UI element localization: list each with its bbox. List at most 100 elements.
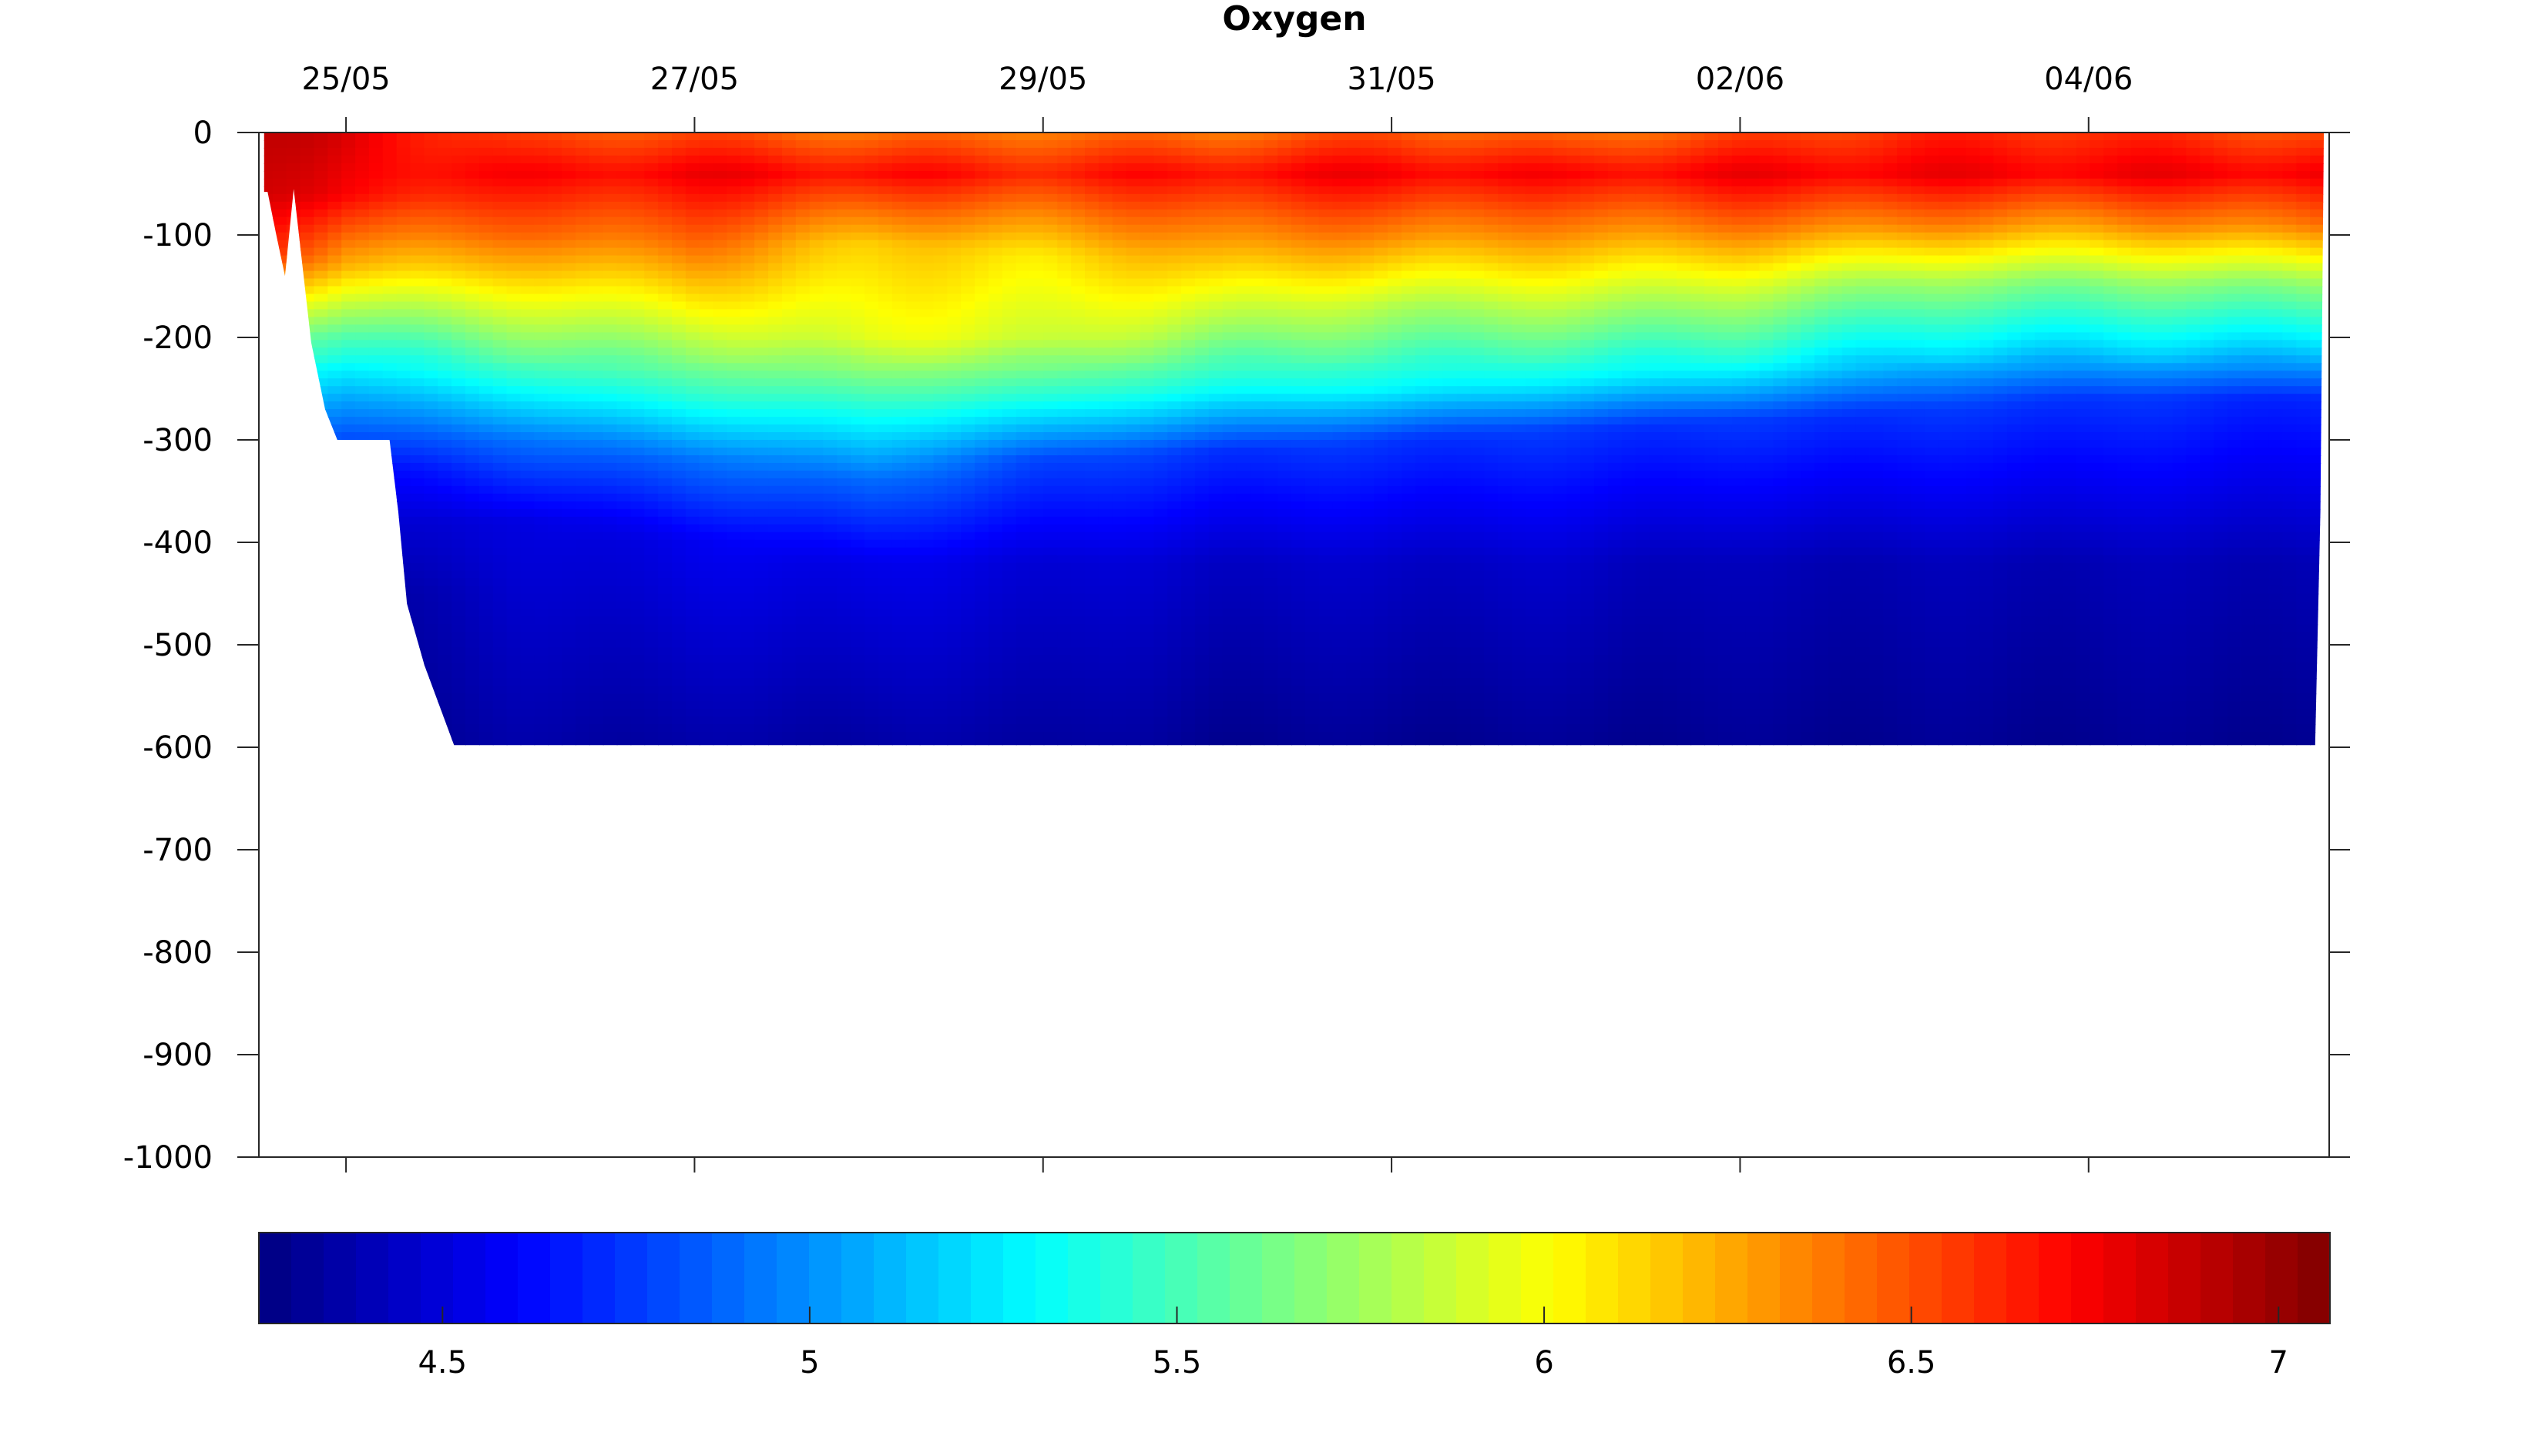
heatmap-cell: [905, 693, 921, 703]
heatmap-cell: [782, 655, 797, 664]
heatmap-cell: [1043, 508, 1059, 518]
heatmap-cell: [1071, 440, 1086, 448]
heatmap-cell: [961, 693, 976, 703]
heatmap-cell: [658, 678, 673, 687]
heatmap-cell: [1098, 347, 1113, 357]
heatmap-cell: [314, 309, 329, 318]
heatmap-cell: [300, 678, 315, 687]
heatmap-cell: [410, 501, 425, 510]
heatmap-cell: [947, 709, 962, 718]
heatmap-cell: [396, 508, 411, 518]
heatmap-cell: [878, 301, 893, 310]
heatmap-cell: [548, 332, 563, 341]
heatmap-cell: [286, 740, 301, 746]
heatmap-cell: [782, 716, 797, 726]
heatmap-cell: [809, 263, 824, 272]
heatmap-cell: [368, 193, 384, 203]
heatmap-cell: [616, 440, 632, 448]
heatmap-cell: [1057, 247, 1073, 257]
heatmap-cell: [1057, 347, 1073, 357]
heatmap-cell: [1098, 532, 1113, 541]
heatmap-cell: [300, 478, 315, 487]
heatmap-cell: [368, 278, 384, 287]
heatmap-cell: [809, 493, 824, 502]
heatmap-cell: [575, 147, 590, 156]
heatmap-cell: [837, 186, 852, 195]
heatmap-cell: [534, 401, 549, 411]
heatmap-cell: [851, 724, 866, 733]
heatmap-cell: [878, 524, 893, 533]
heatmap-cell: [891, 340, 907, 349]
heatmap-cell: [740, 216, 756, 226]
heatmap-cell: [699, 624, 714, 633]
heatmap-cell: [768, 378, 783, 387]
heatmap-cell: [1029, 508, 1045, 518]
heatmap-cell: [465, 216, 480, 226]
heatmap-cell: [809, 539, 824, 549]
heatmap-cell: [919, 317, 935, 326]
heatmap-cell: [740, 240, 756, 249]
heatmap-cell: [478, 255, 494, 264]
heatmap-cell: [961, 324, 976, 334]
heatmap-cell: [327, 609, 343, 618]
heatmap-cell: [589, 178, 604, 187]
heatmap-cell: [933, 409, 948, 418]
heatmap-cell: [1085, 386, 1099, 395]
heatmap-cell: [713, 209, 728, 218]
heatmap-cell: [1002, 133, 1017, 141]
heatmap-cell: [1098, 693, 1113, 703]
heatmap-cell: [341, 686, 357, 695]
heatmap-cell: [782, 401, 797, 411]
heatmap-cell: [823, 178, 838, 187]
heatmap-cell: [713, 440, 728, 448]
heatmap-cell: [1112, 317, 1127, 326]
heatmap-cell: [754, 740, 770, 746]
heatmap-cell: [264, 616, 274, 626]
heatmap-cell: [300, 193, 315, 203]
heatmap-cell: [272, 240, 287, 249]
heatmap-cell: [327, 624, 343, 633]
heatmap-cell: [327, 701, 343, 710]
heatmap-cell: [905, 263, 921, 272]
heatmap-cell: [410, 140, 425, 149]
heatmap-cell: [1057, 278, 1073, 287]
heatmap-cell: [795, 155, 811, 164]
heatmap-cell: [740, 324, 756, 334]
heatmap-cell: [699, 155, 714, 164]
heatmap-cell: [465, 555, 480, 564]
heatmap-cell: [919, 655, 935, 664]
heatmap-cell: [658, 278, 673, 287]
heatmap-cell: [355, 686, 370, 695]
heatmap-cell: [300, 140, 315, 149]
heatmap-cell: [837, 455, 852, 464]
heatmap-cell: [919, 401, 935, 411]
heatmap-cell: [465, 485, 480, 495]
heatmap-cell: [1043, 424, 1059, 433]
heatmap-cell: [300, 224, 315, 233]
heatmap-cell: [589, 562, 604, 572]
heatmap-cell: [534, 324, 549, 334]
heatmap-cell: [795, 317, 811, 326]
heatmap-cell: [782, 186, 797, 195]
heatmap-cell: [589, 193, 604, 203]
heatmap-cell: [548, 216, 563, 226]
heatmap-cell: [782, 232, 797, 241]
heatmap-cell: [727, 547, 742, 556]
heatmap-cell: [891, 216, 907, 226]
heatmap-cell: [382, 539, 398, 549]
heatmap-cell: [754, 462, 770, 471]
heatmap-cell: [562, 547, 576, 556]
heatmap-cell: [478, 378, 494, 387]
heatmap-cell: [575, 670, 590, 679]
heatmap-cell: [782, 570, 797, 579]
heatmap-cell: [961, 201, 976, 210]
heatmap-cell: [1112, 170, 1127, 179]
heatmap-cell: [396, 332, 411, 341]
heatmap-cell: [286, 147, 301, 156]
heatmap-cell: [685, 332, 700, 341]
heatmap-cell: [438, 309, 453, 318]
heatmap-cell: [1085, 740, 1099, 746]
heatmap-cell: [1057, 462, 1073, 471]
heatmap-cell: [1043, 309, 1059, 318]
heatmap-cell: [438, 655, 453, 664]
